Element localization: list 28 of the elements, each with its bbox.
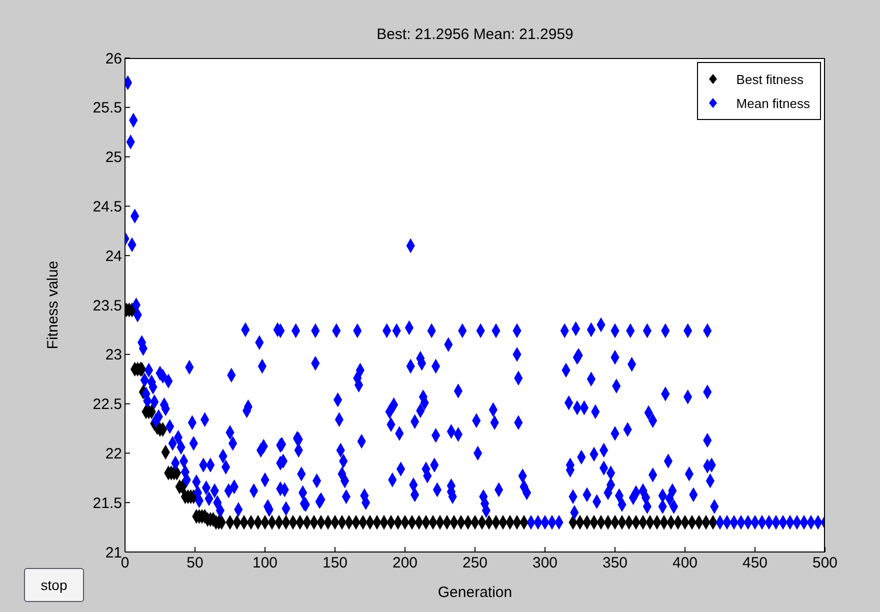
x-tick-label: 100 — [252, 554, 278, 572]
x-tick-label: 0 — [120, 554, 130, 572]
x-tick-label: 400 — [672, 554, 698, 572]
x-tick-label: 300 — [532, 554, 558, 572]
y-tick-label: 25.5 — [92, 100, 122, 117]
x-tick-label: 50 — [186, 554, 204, 572]
y-tick-label: 26 — [105, 50, 122, 68]
y-tick-label: 25 — [105, 149, 122, 166]
chart-title: Best: 21.2956 Mean: 21.2959 — [376, 26, 574, 43]
y-tick-label: 23 — [105, 346, 122, 364]
y-tick-label: 24.5 — [92, 198, 122, 216]
x-tick-label: 250 — [462, 554, 488, 572]
x-axis-title: Generation — [438, 584, 512, 601]
y-tick-label: 23.5 — [92, 297, 122, 314]
y-tick-label: 21 — [105, 544, 122, 562]
y-tick-label: 21.5 — [92, 494, 122, 512]
y-tick-label: 22.5 — [92, 396, 122, 414]
x-tick-label: 450 — [742, 554, 768, 572]
y-tick-label: 24 — [105, 248, 122, 265]
legend-label: Mean fitness — [736, 96, 810, 110]
legend-label: Best fitness — [736, 72, 804, 86]
x-tick-label: 150 — [322, 554, 348, 572]
x-tick-label: 350 — [602, 554, 628, 572]
y-axis-title: Fitness value — [44, 260, 62, 350]
x-tick-label: 200 — [392, 554, 418, 572]
x-tick-label: 500 — [812, 554, 838, 572]
stop-button: stop — [24, 568, 84, 602]
y-tick-label: 22 — [105, 446, 122, 463]
